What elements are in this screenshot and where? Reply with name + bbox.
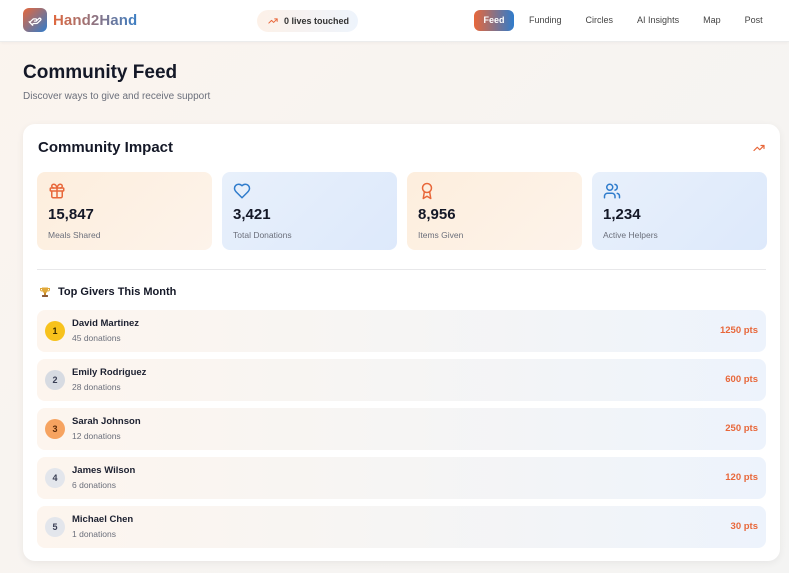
heart-icon [233,183,251,199]
rank-badge: 3 [45,419,65,439]
nav-post[interactable]: Post [744,15,763,25]
nav-feed[interactable]: Feed [474,10,514,31]
giver-name: Sarah Johnson [72,416,141,427]
stat-label: Items Given [418,230,464,240]
app-logo[interactable]: Hand2Hand [23,8,137,32]
page-title: Community Feed [23,62,178,83]
top-navbar: Hand2Hand 0 lives touched Feed Funding C… [0,0,789,42]
hand-heart-icon [23,8,47,32]
nav-funding[interactable]: Funding [529,15,562,25]
giver-points: 30 pts [730,521,758,532]
lives-touched-badge: 0 lives touched [257,10,358,32]
giver-row[interactable]: 1 David Martinez 45 donations 1250 pts [37,310,766,352]
impact-title: Community Impact [38,139,174,156]
giver-row[interactable]: 4 James Wilson 6 donations 120 pts [37,457,766,499]
giver-name: Michael Chen [72,514,134,525]
stat-label: Total Donations [233,230,292,240]
stat-meals-shared: 15,847 Meals Shared [37,172,212,250]
nav-circles[interactable]: Circles [585,15,614,25]
giver-donations: 45 donations [72,333,121,343]
giver-donations: 12 donations [72,431,121,441]
top-givers-list: 1 David Martinez 45 donations 1250 pts 2… [37,310,766,555]
rank-badge: 1 [45,321,65,341]
users-icon [603,183,621,199]
section-divider [37,269,766,270]
rank-badge: 5 [45,517,65,537]
community-impact-card: Community Impact 15,847 Meals Shared 3,4… [23,124,780,561]
giver-points: 120 pts [725,472,758,483]
giver-row[interactable]: 3 Sarah Johnson 12 donations 250 pts [37,408,766,450]
giver-donations: 28 donations [72,382,121,392]
nav-map[interactable]: Map [703,15,721,25]
trophy-icon [40,287,50,297]
stat-label: Meals Shared [48,230,101,240]
stat-total-donations: 3,421 Total Donations [222,172,397,250]
page-subtitle: Discover ways to give and receive suppor… [23,91,211,102]
stat-value: 3,421 [233,206,271,223]
impact-stats: 15,847 Meals Shared 3,421 Total Donation… [37,172,767,250]
top-givers-heading: Top Givers This Month [39,286,176,298]
giver-points: 1250 pts [719,325,758,336]
app-name: Hand2Hand [53,11,138,29]
gift-icon [49,183,65,199]
award-icon [421,182,433,200]
nav-ai-insights[interactable]: AI Insights [637,15,680,25]
giver-name: James Wilson [72,465,136,476]
giver-donations: 1 donations [72,529,116,539]
giver-name: Emily Rodriguez [72,367,147,378]
giver-points: 600 pts [725,374,758,385]
stat-value: 8,956 [418,206,456,223]
trending-up-icon [753,144,765,152]
giver-row[interactable]: 2 Emily Rodriguez 28 donations 600 pts [37,359,766,401]
giver-points: 250 pts [725,423,758,434]
giver-donations: 6 donations [72,480,116,490]
trending-up-icon [268,18,278,24]
main-nav: Feed Funding Circles AI Insights Map Pos… [474,10,772,31]
top-givers-title: Top Givers This Month [58,286,177,298]
stat-label: Active Helpers [603,230,658,240]
stat-value: 15,847 [48,206,94,223]
stat-value: 1,234 [603,206,641,223]
giver-row[interactable]: 5 Michael Chen 1 donations 30 pts [37,506,766,548]
lives-touched-text: 0 lives touched [284,16,350,26]
stat-items-given: 8,956 Items Given [407,172,582,250]
stat-active-helpers: 1,234 Active Helpers [592,172,767,250]
rank-badge: 4 [45,468,65,488]
rank-badge: 2 [45,370,65,390]
giver-name: David Martinez [72,318,140,329]
